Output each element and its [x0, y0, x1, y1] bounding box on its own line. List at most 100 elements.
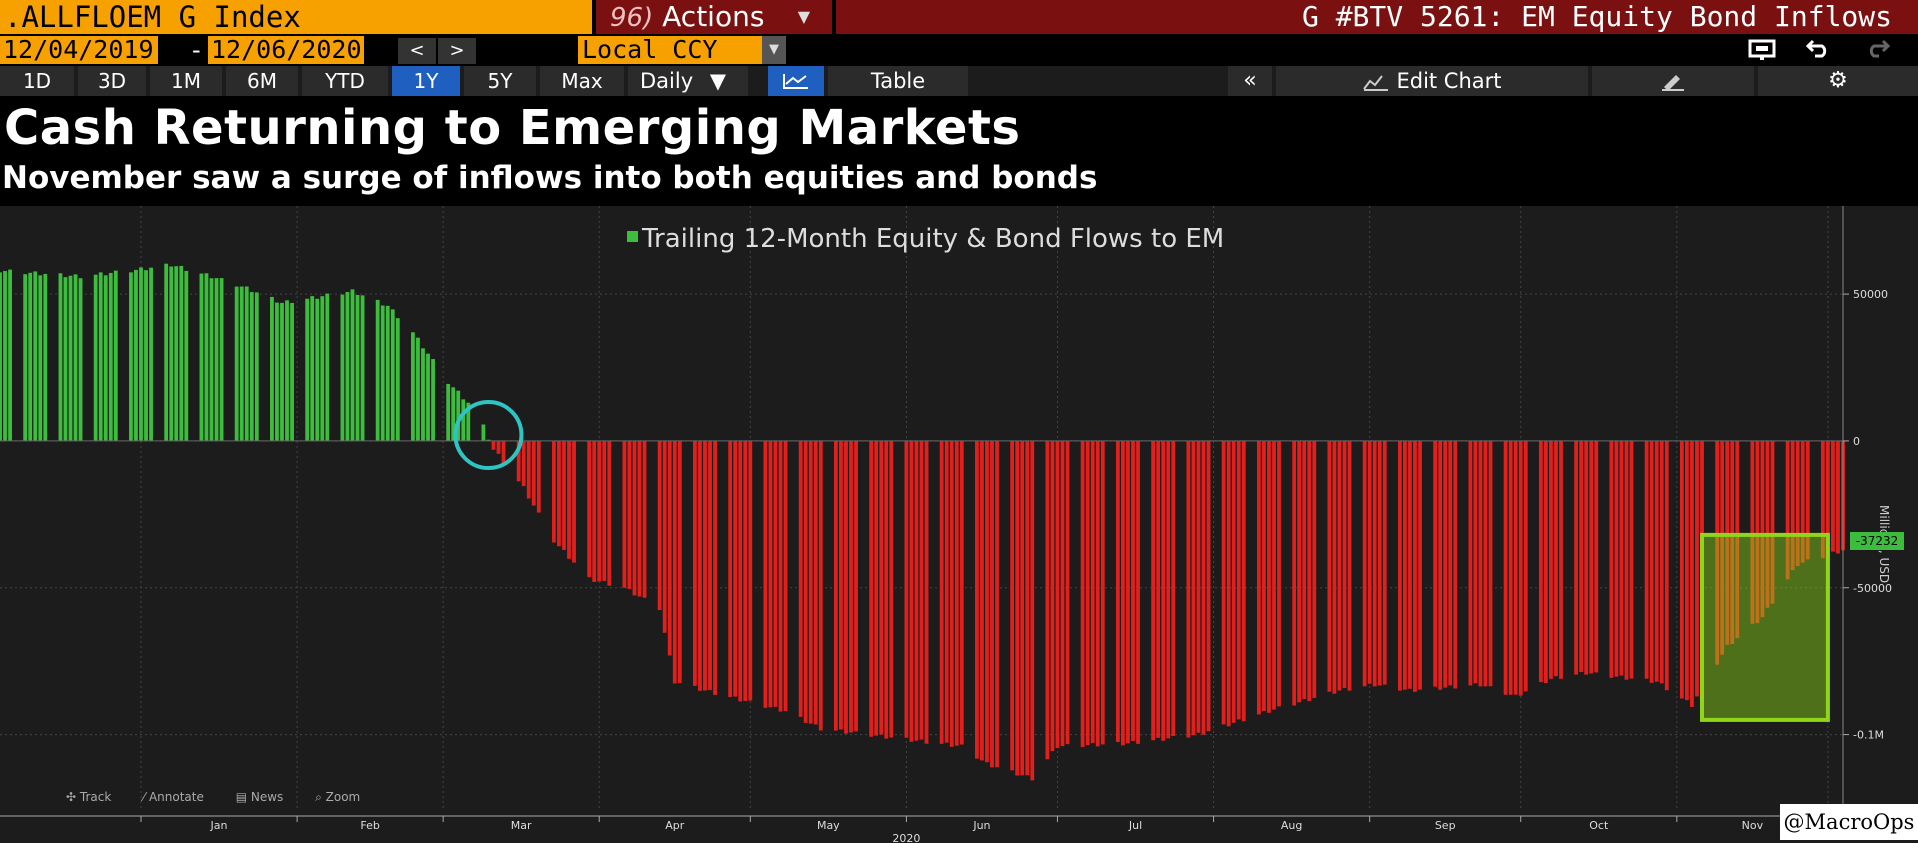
undo-icon[interactable] — [1790, 38, 1846, 64]
chart-bar — [974, 440, 979, 759]
chart-bar — [1413, 440, 1417, 692]
news-tool[interactable]: ▤ News — [235, 790, 284, 804]
chart-bar — [320, 296, 325, 441]
track-tool[interactable]: ✣ Track — [66, 790, 112, 804]
title-bar: .ALLFLOEM G Index 96) Actions ▼ G #BTV 5… — [0, 0, 1918, 34]
page-subtitle: November saw a surge of inflows into bot… — [2, 160, 1098, 196]
chart-bar — [73, 274, 78, 441]
chart-bar — [139, 267, 143, 441]
track-tool-label: Track — [79, 790, 112, 804]
range-1d-button[interactable]: 1D — [0, 66, 74, 96]
chevron-down-icon[interactable]: ▼ — [762, 36, 786, 64]
chart-bar — [662, 440, 667, 633]
chart-bar — [632, 440, 637, 596]
pen-icon — [1662, 75, 1684, 91]
redo-icon[interactable] — [1850, 38, 1906, 64]
collapse-button[interactable]: « — [1228, 66, 1272, 96]
calendar-icon[interactable] — [370, 40, 390, 60]
range-ytd-button[interactable]: YTD — [302, 66, 388, 96]
chart-bar — [1372, 440, 1377, 687]
chart-bar — [1080, 440, 1085, 748]
chart-bar — [1201, 440, 1206, 735]
chart-bar — [496, 440, 501, 454]
chart-bar — [808, 440, 813, 724]
prev-period-button[interactable]: < — [398, 38, 436, 64]
chart-bar — [1292, 440, 1297, 706]
chart-bar — [1483, 440, 1488, 687]
chart-bar — [773, 440, 778, 707]
chart-bar — [1438, 440, 1443, 690]
chart-bar — [1126, 440, 1130, 744]
chart-bar — [1825, 440, 1830, 555]
chart-bar — [1418, 440, 1422, 690]
frequency-select[interactable]: Daily ▼ — [628, 66, 748, 96]
chart-bar — [1312, 440, 1317, 698]
next-period-button[interactable]: > — [438, 38, 476, 64]
chart-bar — [431, 359, 435, 441]
chart-bar — [874, 440, 879, 736]
actions-menu-button[interactable]: 96) Actions ▼ — [596, 0, 832, 34]
settings-button[interactable]: ⚙ — [1758, 66, 1918, 96]
end-date-field[interactable]: 12/06/2020 — [208, 36, 364, 64]
range-toolbar: 1D 3D 1M 6M YTD 1Y 5Y Max Daily ▼ Table … — [0, 66, 1918, 96]
chart-bar — [1790, 440, 1795, 571]
chart-bar — [1820, 440, 1825, 559]
edit-chart-button[interactable]: Edit Chart — [1276, 66, 1588, 96]
ticker-field[interactable]: .ALLFLOEM G Index — [0, 0, 592, 34]
chart-bar — [567, 440, 571, 559]
chart-bar — [778, 440, 783, 712]
chart-bar — [214, 278, 219, 441]
chart-bar — [1609, 440, 1614, 678]
chart-bar — [1473, 440, 1478, 684]
currency-select[interactable]: Local CCY — [578, 36, 786, 64]
calendar-icon[interactable] — [164, 40, 184, 60]
chart-bar — [1644, 440, 1649, 679]
chart-bar — [340, 294, 345, 441]
chart-bar — [1836, 440, 1840, 554]
chart-bar — [839, 440, 843, 730]
range-1y-button[interactable]: 1Y — [392, 66, 460, 96]
chart-area[interactable]: 50000 0 -50000 -0.1M Jan Feb Mar Apr May Jun Jul Au… — [0, 206, 1918, 843]
chart-bar — [667, 440, 672, 656]
chart-bar — [199, 273, 204, 441]
chart-bar — [1433, 440, 1438, 687]
chart-bar — [1690, 440, 1694, 707]
chart-bar — [1055, 440, 1060, 749]
chart-bar — [1730, 440, 1735, 645]
chart-bar — [244, 286, 249, 441]
chart-bar — [1367, 440, 1372, 684]
chart-bar — [677, 440, 682, 684]
chart-bar — [1805, 440, 1810, 560]
chart-bar — [698, 440, 702, 691]
chart-bar — [1831, 440, 1835, 552]
zoom-tool[interactable]: ⌕ Zoom — [315, 790, 361, 804]
chart-bar — [113, 270, 118, 441]
range-1m-button[interactable]: 1M — [150, 66, 222, 96]
date-separator: - — [192, 36, 201, 64]
chart-bar — [939, 440, 944, 744]
line-chart-button[interactable] — [768, 66, 824, 96]
chart-bar — [1770, 440, 1775, 604]
chart-bar — [944, 440, 949, 743]
annotate-tool[interactable]: ⁄ Annotate — [143, 790, 204, 804]
range-3d-button[interactable]: 3D — [78, 66, 146, 96]
chart-bar — [1574, 440, 1579, 675]
bar-chart[interactable]: 50000 0 -50000 -0.1M Jan Feb Mar Apr May Jun Jul Au… — [0, 206, 1918, 843]
chart-bar — [1095, 440, 1100, 747]
chart-bar — [325, 293, 330, 441]
chart-bar — [395, 318, 400, 441]
chart-bar — [627, 440, 632, 589]
annotate-tool-button[interactable] — [1592, 66, 1754, 96]
range-6m-button[interactable]: 6M — [226, 66, 298, 96]
chart-bar — [1488, 440, 1493, 687]
range-5y-button[interactable]: 5Y — [464, 66, 536, 96]
x-tick-label: Feb — [360, 819, 379, 832]
chart-bar — [1503, 440, 1508, 695]
x-tick-label: Jul — [1128, 819, 1142, 832]
table-button[interactable]: Table — [828, 66, 968, 96]
chart-bar — [1795, 440, 1800, 567]
start-date-field[interactable]: 12/04/2019 — [0, 36, 158, 64]
chart-bar — [1518, 440, 1523, 696]
range-max-button[interactable]: Max — [540, 66, 624, 96]
presentation-icon[interactable] — [1734, 38, 1790, 64]
